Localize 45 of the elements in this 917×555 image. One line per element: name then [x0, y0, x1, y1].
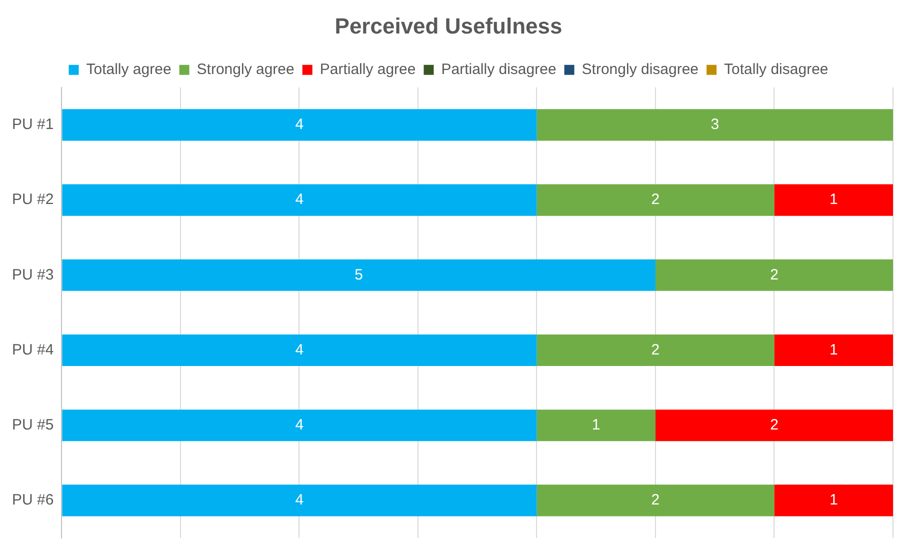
data-label: 1 — [829, 492, 838, 509]
data-label: 2 — [651, 341, 660, 358]
bar — [655, 410, 893, 442]
data-label: 2 — [770, 266, 778, 284]
data-label: 4 — [295, 492, 304, 509]
y-tick-label: PU #5 — [12, 416, 54, 434]
data-label: 1 — [829, 341, 838, 358]
bar — [774, 184, 893, 216]
bar — [62, 259, 656, 291]
data-label: 2 — [770, 416, 778, 434]
bar — [62, 184, 537, 216]
bar — [536, 484, 774, 516]
bar — [536, 109, 893, 141]
bar — [536, 410, 656, 442]
data-label: 4 — [295, 116, 304, 134]
bar — [62, 410, 537, 442]
chart-title: Perceived Usefulness — [334, 13, 562, 38]
bar — [655, 259, 893, 291]
data-label: 4 — [295, 416, 304, 434]
data-label: 4 — [295, 191, 304, 208]
bar — [62, 334, 537, 366]
data-label: 5 — [354, 266, 364, 284]
bar — [536, 334, 774, 366]
bar — [62, 484, 537, 516]
legend-label: Partially disagree — [441, 61, 556, 78]
y-tick-label: PU #2 — [12, 191, 54, 208]
data-label: 3 — [710, 116, 720, 134]
y-tick-label: PU #3 — [12, 266, 54, 284]
data-label: 2 — [651, 492, 660, 509]
legend-label: Partially agree — [320, 61, 416, 78]
y-tick-label: PU #1 — [12, 116, 54, 134]
bar — [774, 334, 893, 366]
legend-label: Totally agree — [86, 61, 172, 78]
legend-label: Strongly agree — [196, 61, 294, 78]
bar — [774, 484, 893, 516]
legend-label: Strongly disagree — [582, 61, 699, 78]
bar — [536, 184, 774, 216]
data-label: 2 — [651, 191, 660, 208]
data-label: 1 — [829, 191, 838, 208]
data-label: 1 — [592, 416, 600, 434]
bar — [62, 109, 537, 141]
y-tick-label: PU #6 — [12, 492, 54, 509]
y-tick-label: PU #4 — [12, 341, 54, 358]
data-label: 4 — [295, 341, 304, 358]
legend-label: Totally disagree — [724, 61, 828, 78]
